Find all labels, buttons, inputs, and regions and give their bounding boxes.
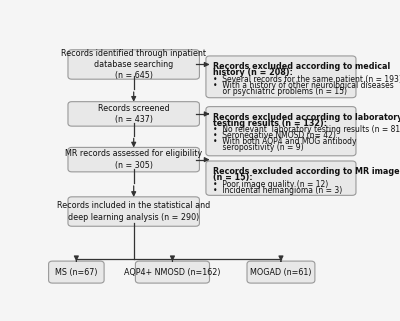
Text: Records excluded according to laboratory: Records excluded according to laboratory [213,113,400,122]
Text: seropositivity (n = 9): seropositivity (n = 9) [213,143,304,152]
FancyBboxPatch shape [206,56,356,98]
Text: •  Poor image quality (n = 12): • Poor image quality (n = 12) [213,180,329,189]
Text: Records excluded according to medical: Records excluded according to medical [213,62,391,71]
Text: testing results (n = 132):: testing results (n = 132): [213,118,327,127]
FancyBboxPatch shape [206,107,356,156]
Text: (n = 15):: (n = 15): [213,173,253,182]
Text: •  No relevant  laboratory testing results (n = 81): • No relevant laboratory testing results… [213,126,400,134]
Text: or psychiatric problems (n = 15): or psychiatric problems (n = 15) [213,87,347,96]
Text: •  Incidental hemangioma (n = 3): • Incidental hemangioma (n = 3) [213,186,343,195]
FancyBboxPatch shape [49,261,104,283]
Text: Records screened
(n = 437): Records screened (n = 437) [98,104,170,124]
Text: •  Several records for the same patient (n = 193): • Several records for the same patient (… [213,75,400,84]
Text: •  With both AQP4 and MOG antibody: • With both AQP4 and MOG antibody [213,137,357,146]
Text: •  With a history of other neurological diseases: • With a history of other neurological d… [213,81,394,90]
FancyBboxPatch shape [68,50,200,79]
FancyBboxPatch shape [68,147,200,172]
Text: •  Seronegative NMOSD (n= 42): • Seronegative NMOSD (n= 42) [213,132,336,141]
FancyBboxPatch shape [247,261,315,283]
FancyBboxPatch shape [68,197,200,226]
Text: Records included in the statistical and
deep learning analysis (n = 290): Records included in the statistical and … [57,201,210,222]
FancyBboxPatch shape [206,161,356,195]
Text: AQP4+ NMOSD (n=162): AQP4+ NMOSD (n=162) [124,268,221,277]
Text: MR records assessed for eligibility
(n = 305): MR records assessed for eligibility (n =… [65,149,202,170]
Text: MOGAD (n=61): MOGAD (n=61) [250,268,312,277]
FancyBboxPatch shape [136,261,210,283]
Text: Records identified through inpatient
database searching
(n = 645): Records identified through inpatient dat… [61,48,206,81]
Text: Records excluded according to MR images: Records excluded according to MR images [213,167,400,176]
Text: MS (n=67): MS (n=67) [55,268,98,277]
Text: history (n = 208):: history (n = 208): [213,68,293,77]
FancyBboxPatch shape [68,102,200,126]
